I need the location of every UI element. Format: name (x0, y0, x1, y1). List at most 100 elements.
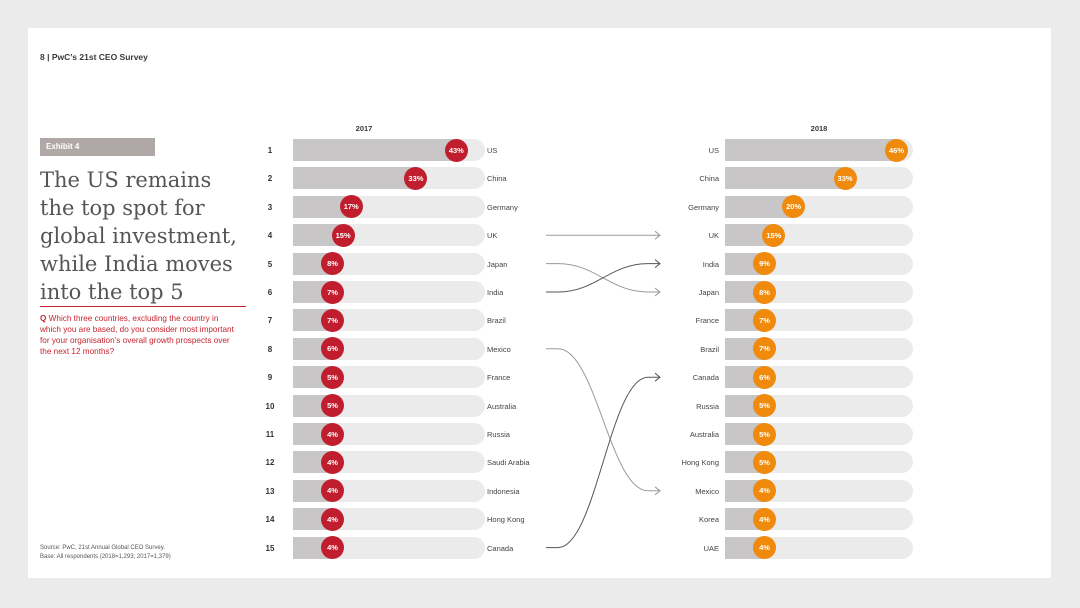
title-rule (40, 306, 246, 307)
data-label: 43% (444, 138, 468, 162)
bar-track: 6% (293, 337, 485, 361)
data-label: 4% (753, 507, 776, 531)
data-label: 5% (321, 365, 344, 389)
rank-number: 9 (267, 373, 273, 383)
data-label: 5% (321, 394, 344, 418)
country-label: Canada (692, 373, 719, 383)
country-label: Germany (487, 202, 518, 212)
data-label: 4% (753, 479, 776, 503)
bar-track: 15% (293, 223, 485, 247)
bar-track: 5% (725, 450, 913, 474)
rank-number: 1 (267, 146, 273, 155)
survey-question: Q Which three countries, excluding the c… (40, 313, 240, 357)
rank-change-connectors (546, 230, 661, 549)
bar-track: 4% (725, 479, 913, 503)
page-header: 8 | PwC’s 21st CEO Survey (40, 52, 148, 62)
arrowhead-icon (654, 287, 661, 297)
rank-number: 5 (267, 259, 273, 269)
bar-track: 4% (293, 507, 485, 531)
bar-track: 5% (293, 365, 485, 389)
data-label: 9% (753, 252, 776, 276)
country-label: India (702, 259, 719, 269)
country-label: US (487, 146, 498, 155)
bar-track: 20% (725, 195, 913, 219)
bar-track: 8% (725, 280, 913, 304)
country-label: France (487, 373, 511, 383)
rank-number: 8 (267, 344, 273, 354)
bar-track: 7% (725, 308, 913, 332)
bar-track: 9% (725, 252, 913, 276)
country-label: Hong Kong (487, 515, 525, 525)
arrowhead-icon (654, 486, 661, 496)
bar-track: 4% (725, 536, 913, 560)
data-label: 8% (753, 280, 776, 304)
bar-track: 4% (293, 536, 485, 560)
title-line: the top spot for (40, 196, 205, 220)
bar-track: 5% (725, 394, 913, 418)
data-label: 20% (782, 195, 806, 219)
bar-track: 5% (725, 422, 913, 446)
bar-track: 15% (725, 223, 913, 247)
data-label: 5% (753, 422, 776, 446)
rank-number: 3 (267, 202, 273, 212)
country-label: Mexico (695, 486, 719, 496)
data-label: 4% (753, 536, 776, 560)
data-label: 4% (321, 507, 344, 531)
data-label: 46% (885, 138, 908, 162)
bar (293, 167, 427, 190)
data-label: 4% (321, 536, 344, 560)
exhibit-title: The US remains the top spot for global i… (40, 166, 250, 306)
rank-number: 11 (265, 430, 275, 439)
year-2018-heading: 2018 (810, 124, 828, 133)
country-label: Canada (487, 543, 514, 553)
rank-number: 2 (267, 174, 273, 184)
data-label: 7% (321, 308, 344, 332)
title-line: into the top 5 (40, 280, 184, 304)
data-label: 15% (331, 223, 355, 247)
question-text: Which three countries, excluding the cou… (40, 314, 234, 356)
data-label: 17% (339, 195, 363, 219)
data-label: 6% (321, 337, 344, 361)
country-label: US (708, 146, 719, 155)
year-2017-heading: 2017 (355, 124, 373, 133)
country-label: UAE (703, 543, 719, 553)
question-prefix: Q (40, 314, 47, 323)
country-label: Australia (487, 401, 517, 411)
bar-track: 7% (725, 337, 913, 361)
bar-track: 7% (293, 308, 485, 332)
data-label: 4% (321, 450, 344, 474)
country-label: Mexico (487, 344, 511, 354)
connector-mexico (546, 348, 660, 492)
country-label: Saudi Arabia (487, 458, 530, 468)
country-label: Indonesia (487, 486, 520, 496)
bar-track: 6% (725, 365, 913, 389)
bar-track: 8% (293, 252, 485, 276)
bar-track: 4% (725, 507, 913, 531)
bar-track: 4% (293, 479, 485, 503)
rank-number: 14 (265, 515, 275, 525)
exhibit-label: Exhibit 4 (40, 138, 155, 156)
title-line: global investment, (40, 224, 237, 248)
bar-track: 5% (293, 394, 485, 418)
source-line: Source: PwC, 21st Annual Global CEO Surv… (40, 545, 165, 551)
country-label: Brazil (700, 344, 719, 354)
data-label: 8% (321, 252, 344, 276)
rank-number: 6 (267, 288, 273, 297)
data-label: 5% (753, 394, 776, 418)
rank-number: 7 (267, 316, 273, 326)
rank-number: 12 (265, 458, 275, 468)
country-label: Korea (698, 515, 719, 525)
bar-track: 17% (293, 195, 485, 219)
data-label: 5% (753, 450, 776, 474)
data-label: 33% (833, 166, 857, 190)
country-label: India (487, 288, 504, 297)
country-label: Australia (689, 430, 719, 439)
bar-track: 33% (725, 166, 913, 190)
country-label: China (699, 174, 719, 184)
country-label: Hong Kong (681, 458, 719, 468)
country-label: Russia (696, 401, 719, 411)
bar-track: 7% (293, 280, 485, 304)
bar (725, 167, 856, 190)
connector-india (546, 263, 660, 293)
country-label: UK (487, 231, 498, 241)
